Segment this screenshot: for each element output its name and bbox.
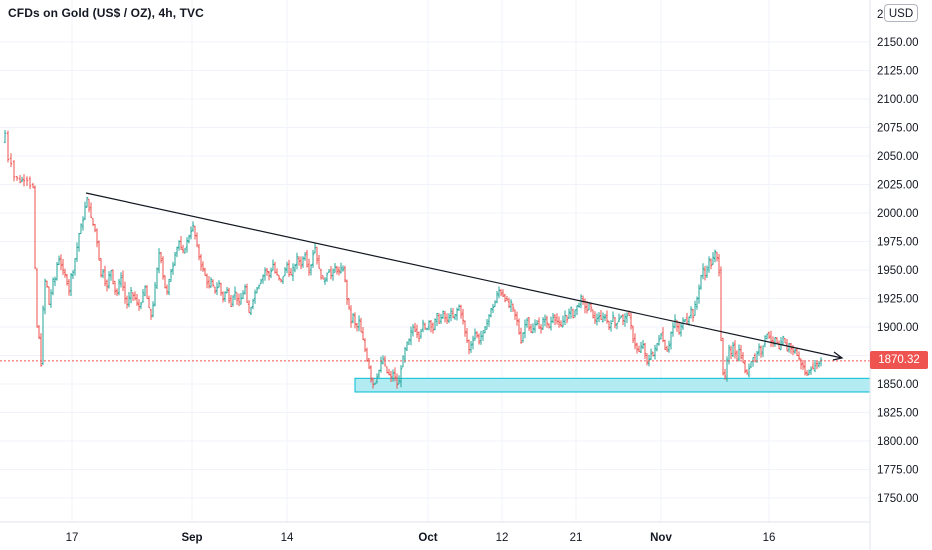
- price-axis[interactable]: 2150.00 2125.00 2100.00 2075.00 2050.00 2025.…: [877, 37, 919, 505]
- y-tick-label: 1775.00: [877, 465, 919, 477]
- x-tick-label: 21: [570, 532, 583, 544]
- y-tick-label: 1975.00: [877, 237, 919, 249]
- grid-lines: [0, 0, 870, 522]
- x-tick-label: Sep: [181, 532, 202, 544]
- x-tick-label: 14: [281, 532, 294, 544]
- x-tick-label: 16: [763, 532, 776, 544]
- y-tick-label: 1900.00: [877, 322, 919, 334]
- y-tick-label: 1950.00: [877, 265, 919, 277]
- y-tick-label: 2075.00: [877, 123, 919, 135]
- trendline[interactable]: [85, 192, 844, 361]
- y-tick-label: 2100.00: [877, 94, 919, 106]
- x-tick-label: Oct: [418, 532, 437, 544]
- y-tick-label: 2125.00: [877, 66, 919, 78]
- time-axis[interactable]: 17 Sep 14 Oct 12 21 Nov 16: [66, 532, 776, 544]
- y-tick-label: 1825.00: [877, 408, 919, 420]
- trendline-arrowhead: [832, 351, 844, 361]
- chart-title: CFDs on Gold (US$ / OZ), 4h, TVC: [8, 6, 204, 20]
- y-tick-label: 1850.00: [877, 379, 919, 391]
- y-tick-label: 1925.00: [877, 294, 919, 306]
- y-tick-label: 2150.00: [877, 37, 919, 49]
- x-tick-label: 17: [66, 532, 79, 544]
- trendline-segment[interactable]: [85, 192, 843, 359]
- y-axis-top-tick: 2: [877, 9, 883, 21]
- y-tick-label: 2000.00: [877, 208, 919, 220]
- currency-button[interactable]: USD: [884, 4, 918, 22]
- last-price-label: 1870.32: [870, 351, 928, 369]
- support-zone-rect[interactable]: [354, 377, 871, 393]
- candles: [3, 130, 823, 389]
- y-tick-label: 2050.00: [877, 151, 919, 163]
- y-tick-label: 2025.00: [877, 180, 919, 192]
- y-tick-label: 1750.00: [877, 493, 919, 505]
- y-tick-label: 1800.00: [877, 436, 919, 448]
- x-tick-label: Nov: [650, 532, 672, 544]
- support-zone[interactable]: [354, 377, 871, 393]
- x-tick-label: 12: [496, 532, 509, 544]
